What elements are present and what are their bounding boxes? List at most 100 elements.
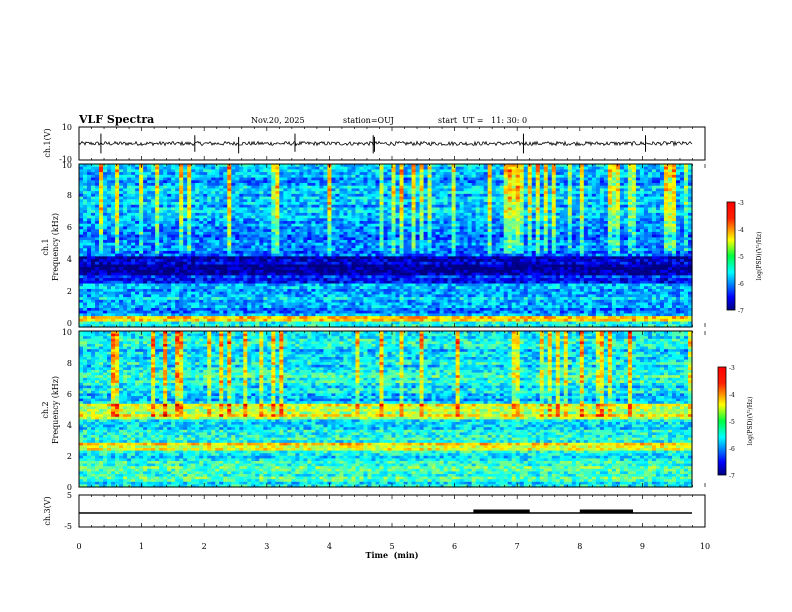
ch1-spec-cell	[119, 240, 124, 244]
ch1-spec-cell	[159, 234, 164, 238]
ch1-spec-cell	[575, 240, 581, 244]
ch1-spec-cell	[499, 202, 505, 206]
ch1-spec-cell	[503, 185, 509, 190]
ch1-spec-cell	[371, 196, 377, 200]
ch1-spec-cell	[243, 242, 248, 247]
ch1-spec-cell	[235, 226, 240, 230]
ch1-spec-cell	[323, 229, 329, 233]
ch1-spec-cell	[507, 185, 513, 190]
ch1-spec-cell	[107, 240, 112, 244]
ch1-spec-cell	[571, 237, 577, 241]
ch1-spec-cell	[167, 202, 172, 206]
ch1-spec-cell	[431, 193, 437, 198]
ch1-spec-cell	[207, 191, 212, 195]
ch1-spec-cell	[355, 207, 361, 211]
ch1-spec-cell	[295, 199, 300, 203]
ch1-spec-cell	[531, 166, 537, 171]
ch1-spec-cell	[295, 172, 300, 176]
ch1-spec-cell	[663, 212, 669, 217]
ch1-spec-cell	[395, 172, 401, 176]
ch1-spec-cell	[639, 207, 645, 211]
ch1-spec-cell	[483, 242, 489, 247]
ch1-spec-cell	[523, 183, 529, 187]
ch1-spec-cell	[663, 229, 669, 233]
ch1-spec-cell	[387, 234, 393, 238]
ch1-spec-cell	[519, 207, 525, 211]
ch1-spec-cell	[123, 226, 128, 230]
ch1-spec-cell	[587, 177, 593, 181]
ch1-spec-cell	[583, 242, 589, 247]
ch1-spec-cell	[171, 204, 176, 209]
ch1-spec-cell	[667, 212, 673, 217]
ch1-spec-cell	[243, 191, 248, 195]
ch1-spec-cell	[471, 240, 477, 244]
ch1-spec-cell	[295, 188, 300, 192]
ch1-spec-cell	[491, 242, 497, 247]
ch1-spec-cell	[667, 237, 673, 241]
ch1-spec-cell	[607, 231, 613, 236]
ch1-spec-cell	[647, 234, 653, 238]
ch1-spec-cell	[307, 185, 312, 190]
ch1-spec-cell	[195, 166, 200, 171]
ch1-spec-cell	[395, 226, 401, 230]
ch1-spec-cell	[151, 185, 156, 190]
ch1-spec-cell	[99, 202, 104, 206]
ch1-spec-cell	[127, 250, 132, 255]
ch1-spec-cell	[295, 234, 300, 238]
ch1-spec-cell	[431, 202, 437, 206]
ch1-spec-cell	[379, 210, 385, 214]
ch1-spec-cell	[135, 212, 140, 217]
ch1-spec-cell	[507, 212, 513, 217]
ch1-spec-cell	[571, 240, 577, 244]
ch1-spec-cell	[479, 191, 485, 195]
ch1-spec-cell	[371, 183, 377, 187]
ch1-spec-cell	[199, 210, 204, 214]
ch1-spec-cell	[323, 223, 329, 228]
ch1-spec-cell	[587, 234, 593, 238]
ch1-spec-cell	[123, 180, 128, 184]
ch1-spec-cell	[387, 177, 393, 181]
ch1-spec-cell	[95, 223, 100, 228]
ch1-spec-cell	[339, 229, 345, 233]
ch1-spec-cell	[479, 210, 485, 214]
ch1-spec-cell	[639, 237, 645, 241]
ch1-spec-cell	[591, 196, 597, 200]
ch1-spec-cell	[83, 177, 88, 181]
ch1-spec-cell	[479, 218, 485, 222]
ch1-spec-cell	[543, 229, 549, 233]
ch1-spec-cell	[303, 223, 308, 228]
ch1-spec-cell	[687, 210, 693, 214]
ch1-spec-cell	[495, 245, 501, 249]
ch1-spec-cell	[243, 204, 248, 209]
ch1-spec-cell	[219, 199, 224, 203]
ch1-spec-cell	[283, 193, 288, 198]
ch1-spec-cell	[551, 193, 557, 198]
ch1-spec-cell	[451, 183, 457, 187]
ch1-spec-cell	[667, 193, 673, 198]
ch1-spec-cell	[679, 183, 685, 187]
ch1-spec-cell	[147, 231, 152, 236]
ch1-spec-cell	[187, 199, 192, 203]
ch1-spec-cell	[319, 248, 324, 252]
ch1-spec-cell	[171, 218, 176, 222]
ch1-spec-cell	[607, 166, 613, 171]
ch1-spec-cell	[667, 188, 673, 192]
ch1-spec-cell	[195, 164, 200, 168]
ch1-spec-cell	[403, 185, 409, 190]
ch1-spec-cell	[355, 245, 361, 249]
ch1-spec-cell	[363, 242, 369, 247]
ch1-spec-cell	[207, 202, 212, 206]
ch1-spec-cell	[523, 234, 529, 238]
ch1-spec-cell	[155, 210, 160, 214]
ch1-spec-cell	[139, 174, 144, 179]
ch1-spec-cell	[595, 185, 601, 190]
ch1-spec-cell	[635, 183, 641, 187]
ch1-spec-cell	[127, 193, 132, 198]
ch1-spec-cell	[119, 229, 124, 233]
ch1-spec-cell	[235, 218, 240, 222]
ch1-spec-cell	[91, 164, 96, 168]
ch1-spec-cell	[603, 242, 609, 247]
ch1-spec-cell	[443, 193, 449, 198]
ch1-spec-cell	[83, 245, 88, 249]
ch1-spec-cell	[227, 240, 232, 244]
